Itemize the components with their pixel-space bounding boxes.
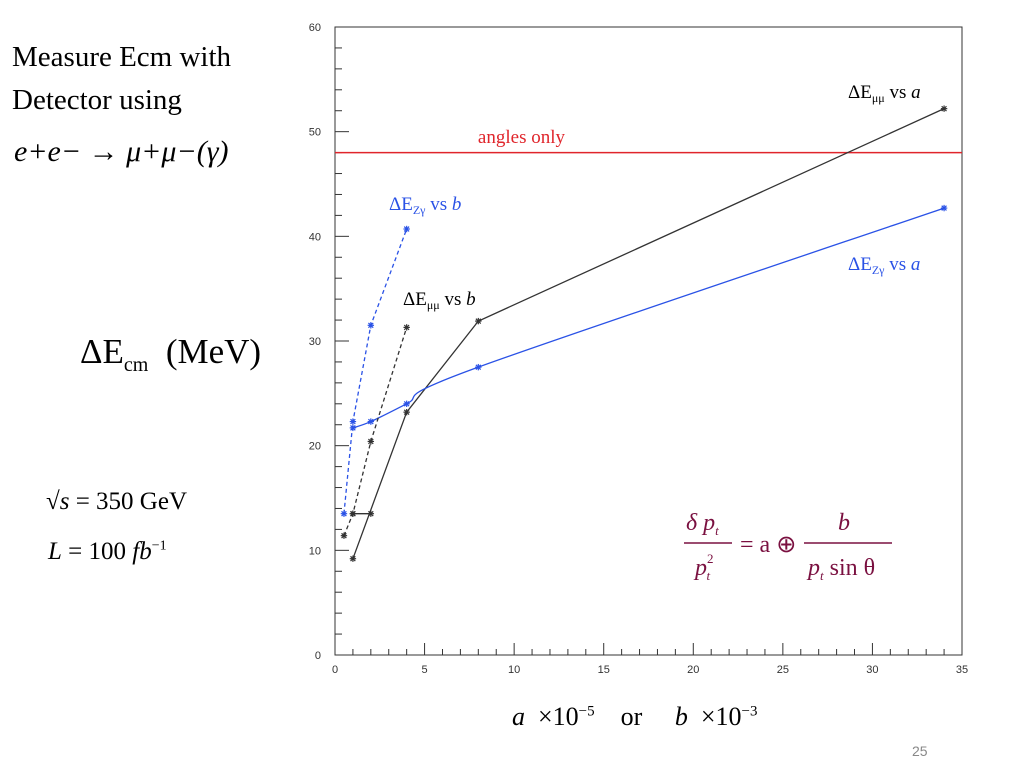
x-tick-label: 5 [422, 664, 428, 676]
lumi-lhs: L [48, 538, 62, 565]
y-tick-label: 10 [309, 545, 321, 557]
x-tick-label: 35 [956, 664, 968, 676]
slide-title: Measure Ecm with Detector using [12, 36, 231, 122]
title-line-2: Detector using [12, 84, 182, 116]
x-tick-label: 30 [866, 664, 878, 676]
data-point [475, 363, 482, 371]
luminosity-formula: L = 100 fb−1 [48, 538, 167, 566]
lumi-mid: = 100 [68, 538, 127, 565]
series-1 [349, 105, 948, 562]
energy-formula: √s = 350 GeV [46, 488, 187, 516]
y-axis-label-sub: cm [123, 354, 149, 376]
annotation-angles-only: angles only [478, 127, 566, 148]
series-5 [349, 510, 375, 517]
x-tick-label: 25 [777, 664, 789, 676]
y-tick-label: 20 [309, 441, 321, 453]
x-label-times-b: ×10 [700, 702, 742, 731]
y-axis-label-main: ΔE [80, 332, 124, 371]
energy-rhs: = 350 GeV [75, 488, 188, 515]
annotation-mumu-vs-b: ΔEμμ vs b [403, 289, 476, 312]
data-point [403, 324, 410, 331]
annotation-zg-vs-a: ΔEZγ vs a [848, 254, 920, 277]
x-label-exp-a: −5 [578, 703, 595, 720]
formula-den-left: p2 t [693, 551, 714, 583]
data-point [403, 408, 410, 416]
x-label-or: or [620, 702, 643, 731]
x-axis-label: a ×10−5 or b ×10−3 [512, 702, 757, 732]
title-line-1: Measure Ecm with [12, 41, 232, 73]
annotation-mumu-vs-a: ΔEμμ vs a [848, 82, 921, 105]
x-tick-label: 0 [332, 664, 338, 676]
formula-middle: = a ⊕ [740, 532, 796, 558]
axis-ticks: 0 5 10 15 20 25 30 35 0 10 20 30 40 50 60 [309, 22, 968, 676]
series-line [352, 207, 945, 429]
y-tick-label: 50 [309, 127, 321, 139]
data-point [349, 510, 357, 517]
data-point [940, 204, 948, 212]
y-axis-label: ΔEcm (MeV) [80, 332, 261, 377]
data-point [367, 322, 375, 329]
lumi-exp: −1 [151, 538, 167, 554]
reaction-formula: e+e− → μ+μ−(γ) [14, 135, 229, 168]
x-tick-label: 10 [508, 664, 520, 676]
x-label-exp-b: −3 [741, 703, 758, 720]
annotation-zg-vs-b: ΔEZγ vs b [389, 194, 461, 217]
data-point [340, 510, 348, 517]
data-point [940, 105, 948, 112]
formula-num-right: b [838, 510, 850, 536]
data-point [349, 555, 357, 562]
y-tick-label: 60 [309, 22, 321, 34]
series-line [352, 108, 945, 559]
data-point [403, 400, 410, 407]
series-line [343, 327, 408, 536]
x-label-times-a: ×10 [538, 702, 579, 731]
x-tick-label: 20 [687, 664, 699, 676]
series-2 [349, 204, 948, 432]
y-tick-label: 40 [309, 231, 321, 243]
formula-num-left: δ pt [686, 510, 719, 538]
x-label-a: a [512, 702, 525, 731]
energy-lhs: √s [46, 488, 70, 515]
y-tick-label: 30 [309, 336, 321, 348]
data-point [349, 418, 357, 425]
x-label-b: b [674, 702, 688, 731]
y-axis-label-unit: (MeV) [165, 332, 262, 371]
x-tick-label: 15 [598, 664, 610, 676]
y-tick-label: 0 [315, 650, 321, 662]
series-line [343, 228, 408, 514]
data-point [367, 418, 375, 425]
series-group [340, 105, 948, 562]
page-number: 25 [912, 743, 928, 759]
formula-den-right: pt sin θ [806, 555, 875, 583]
data-point [367, 438, 375, 445]
data-point [340, 532, 348, 539]
data-point [475, 317, 482, 325]
lumi-unit: fb [132, 538, 152, 565]
series-4 [340, 225, 410, 517]
data-point [367, 510, 375, 517]
resolution-formula: δ pt p2 t = a ⊕ b pt sin θ [684, 510, 892, 583]
data-point [403, 225, 410, 233]
